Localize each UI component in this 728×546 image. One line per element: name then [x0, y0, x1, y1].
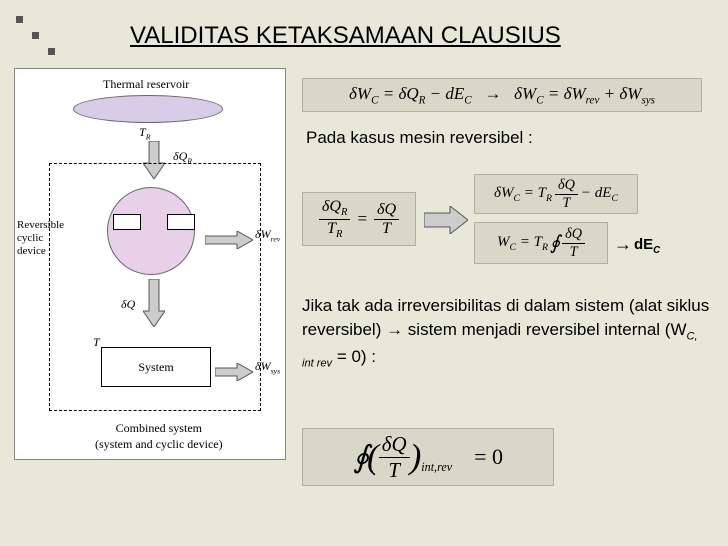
equation-3a: δWC = TR δQT − dEC — [474, 174, 638, 214]
equation-2: δQRTR = δQT — [302, 192, 416, 246]
dq-label: δQ — [121, 297, 135, 312]
arrow-dq — [143, 279, 165, 327]
decor-bullet — [16, 16, 23, 23]
decor-bullet — [48, 48, 55, 55]
piston-left — [113, 214, 141, 230]
arrow-wrev — [205, 231, 253, 249]
thermal-reservoir-label: Thermal reservoir — [103, 77, 189, 92]
cyclic-device-shape — [107, 187, 195, 275]
reservoir-shape — [73, 95, 223, 123]
imply-arrow-icon — [424, 200, 468, 240]
combined-system-label: Combined system(system and cyclic device… — [95, 421, 223, 452]
reversible-cyclic-label: Reversiblecyclicdevice — [17, 219, 64, 259]
text-irreversibility: Jika tak ada irreversibilitas di dalam s… — [302, 294, 712, 371]
thermo-diagram: Thermal reservoir TR δQR Reversiblecycli… — [14, 68, 286, 460]
text-reversible-case: Pada kasus mesin reversibel : — [306, 128, 533, 148]
equation-4: ∮ ( δQT ) int,rev = 0 — [302, 428, 554, 486]
dec-label: dEC — [634, 236, 660, 256]
decor-bullet — [32, 32, 39, 39]
wsys-label: δWsys — [255, 359, 280, 375]
arrow-wsys — [215, 363, 253, 381]
piston-right — [167, 214, 195, 230]
page-title: VALIDITAS KETAKSAMAAN CLAUSIUS — [130, 22, 561, 50]
equation-1: δWC = δQR − dEC → δWC = δWrev + δWsys — [302, 78, 702, 112]
system-box: System — [101, 347, 211, 387]
equation-3b: WC = TR ∮ δQT — [474, 222, 608, 264]
tr-label: TR — [139, 125, 150, 141]
wrev-label: δWrev — [255, 227, 280, 243]
t-label: T — [93, 335, 100, 350]
arrow-to-dec: → — [614, 234, 632, 255]
